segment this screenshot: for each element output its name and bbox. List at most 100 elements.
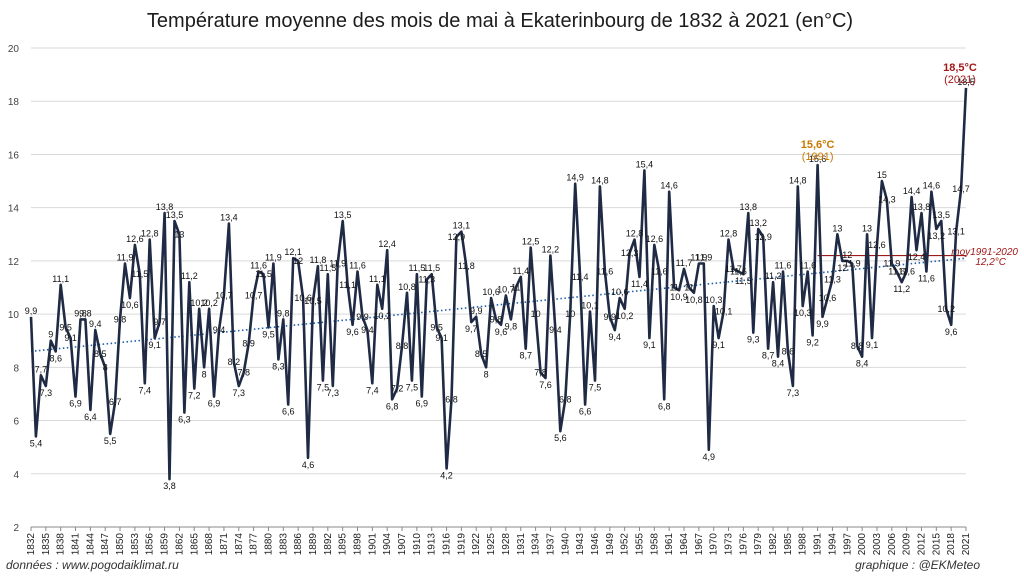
data-label: 6,9 [69, 399, 82, 409]
annotation-2021-year: (2021) [944, 74, 976, 86]
x-tick-label: 1922 [471, 533, 482, 556]
data-label: 6,8 [445, 394, 458, 404]
data-label: 11,6 [651, 267, 668, 277]
data-label: 12,1 [284, 247, 302, 257]
x-tick-label: 1844 [85, 533, 96, 556]
data-label: 9,9 [25, 306, 38, 316]
annotation-1991-year: (1991) [802, 151, 834, 163]
data-label: 10,7 [215, 290, 233, 300]
x-tick-label: 1994 [827, 533, 838, 556]
data-label: 9,3 [747, 335, 760, 345]
data-label: 10 [531, 309, 541, 319]
data-label: 4,9 [702, 452, 715, 462]
data-label: 4,2 [440, 470, 453, 480]
data-label: 11,4 [631, 279, 648, 289]
x-tick-label: 1982 [768, 533, 779, 556]
data-label: 12 [842, 250, 852, 260]
x-tick-label: 1856 [145, 533, 156, 556]
x-tick-label: 1868 [204, 533, 215, 556]
data-label: 9,9 [816, 319, 829, 329]
data-label: 8,3 [272, 361, 285, 371]
x-tick-label: 1880 [263, 533, 274, 556]
data-label: 12,8 [141, 229, 159, 239]
data-label: 9,8 [505, 321, 518, 331]
data-label: 7,7 [35, 364, 48, 374]
data-label: 13 [832, 223, 842, 233]
x-tick-label: 1952 [620, 533, 631, 556]
data-label: 11,3 [824, 275, 841, 285]
y-tick-label: 16 [8, 150, 20, 161]
data-label: 11,8 [458, 261, 475, 271]
data-label: 11,2 [181, 271, 198, 281]
data-label: 12 [837, 263, 847, 273]
data-label: 9,4 [89, 319, 102, 329]
data-label: 11,1 [52, 274, 69, 284]
data-label: 9,4 [608, 332, 621, 342]
x-tick-label: 1907 [397, 533, 408, 556]
data-label: 11 [669, 283, 678, 293]
data-label: 7,3 [327, 388, 340, 398]
x-tick-label: 1901 [367, 533, 378, 556]
data-label: 7,4 [366, 385, 379, 395]
x-tick-label: 1988 [798, 533, 809, 556]
data-label: 9,6 [495, 327, 508, 337]
data-label: 12,6 [646, 234, 664, 244]
data-label: 9,8 [114, 314, 127, 324]
x-tick-label: 2000 [857, 533, 868, 556]
reference-value-label: 12,2°C [975, 257, 1006, 268]
data-label: 8,6 [782, 346, 795, 356]
data-label: 13,2 [749, 218, 767, 228]
x-tick-label: 1949 [605, 533, 616, 556]
data-label: 9,6 [945, 327, 958, 337]
x-tick-label: 2006 [887, 533, 898, 556]
data-label: 7,5 [589, 383, 602, 393]
y-tick-label: 4 [13, 470, 19, 481]
data-label: 6,6 [282, 407, 295, 417]
data-label: 9,1 [148, 340, 161, 350]
data-label: 14,6 [923, 181, 941, 191]
data-label: 12,3 [621, 248, 639, 258]
data-label: 9,5 [59, 322, 72, 332]
reference-line-label: moy1991-2020 [951, 247, 1018, 258]
x-tick-label: 1862 [174, 533, 185, 556]
data-label: 9,1 [866, 340, 879, 350]
data-label: 9,4 [549, 325, 562, 335]
data-label: 11,6 [730, 267, 747, 277]
data-label: 14,9 [566, 173, 584, 183]
data-label: 14,6 [660, 181, 678, 191]
data-label: 7,3 [787, 388, 800, 398]
data-label: 5,4 [30, 439, 43, 449]
y-tick-label: 6 [13, 417, 19, 428]
data-label: 11,6 [775, 261, 792, 271]
data-label: 11,9 [329, 259, 346, 269]
data-label: 11 [684, 283, 693, 293]
data-label: 9,9 [356, 312, 369, 322]
x-tick-label: 1871 [219, 533, 230, 556]
data-label: 10,3 [794, 308, 812, 318]
x-tick-label: 1898 [353, 533, 364, 556]
data-label: 12,4 [908, 252, 926, 262]
data-label: 10,2 [200, 298, 218, 308]
data-label: 8,4 [772, 359, 785, 369]
data-label: 11,7 [725, 264, 742, 274]
data-label: 11,6 [888, 267, 905, 277]
x-tick-label: 1925 [486, 533, 497, 556]
x-tick-label: 1832 [26, 533, 37, 556]
data-label: 15,6 [809, 154, 827, 164]
data-label: 11 [511, 283, 520, 293]
data-label: 8 [484, 369, 489, 379]
data-label: 13,8 [913, 202, 931, 212]
data-label: 10,5 [304, 296, 322, 306]
data-label: 6,8 [658, 401, 671, 411]
data-label: 6,9 [416, 399, 429, 409]
x-tick-label: 2012 [916, 533, 927, 556]
data-label: 7,8 [534, 368, 547, 378]
data-label: 3,8 [163, 481, 176, 491]
data-label: 13,2 [928, 231, 946, 241]
data-label: 8 [103, 362, 108, 372]
data-label: 10,7 [497, 284, 515, 294]
data-label: 6,4 [84, 412, 97, 422]
data-label: 7,5 [406, 383, 419, 393]
data-label: 11,6 [799, 261, 816, 271]
x-tick-label: 1913 [427, 533, 438, 556]
